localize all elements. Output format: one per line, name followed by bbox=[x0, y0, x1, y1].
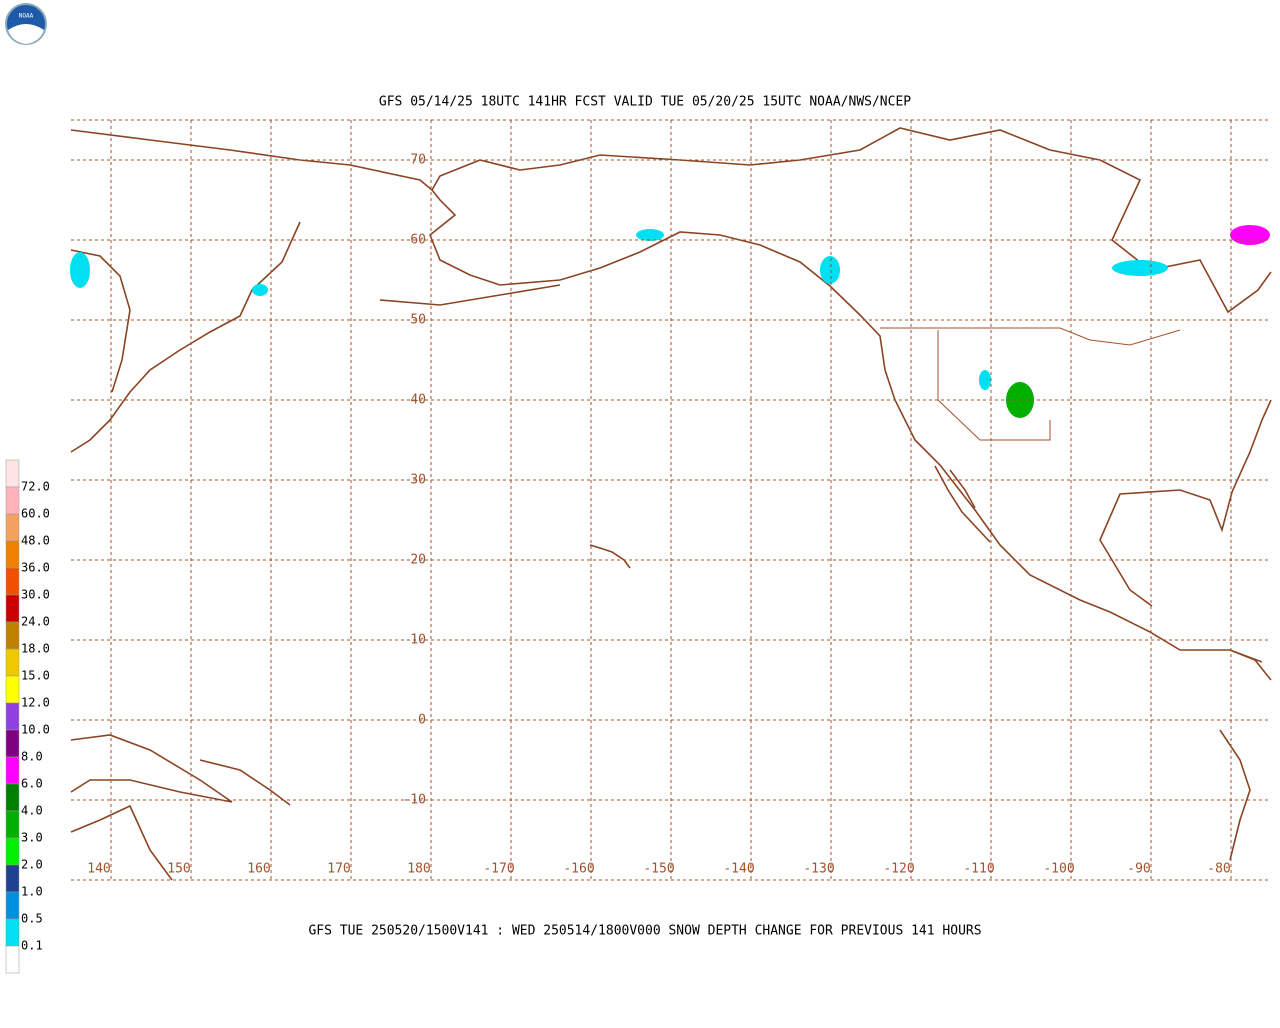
coastlines bbox=[70, 127, 1272, 881]
legend-label: 12.0 bbox=[21, 696, 50, 710]
lat-label: 60 bbox=[410, 233, 426, 248]
legend-label: 0.1 bbox=[21, 939, 43, 953]
legend-swatch bbox=[5, 783, 20, 812]
caption: GFS TUE 250520/1500V141 : WED 250514/180… bbox=[308, 924, 981, 939]
snow-area bbox=[636, 229, 664, 241]
legend-label: 15.0 bbox=[21, 669, 50, 683]
legend-label: 10.0 bbox=[21, 723, 50, 737]
legend-label: 4.0 bbox=[21, 804, 43, 818]
lon-label: 160 bbox=[247, 862, 270, 877]
lon-label: 170 bbox=[327, 862, 350, 877]
legend-label: 18.0 bbox=[21, 642, 50, 656]
legend-swatch bbox=[5, 540, 20, 569]
legend-label: 30.0 bbox=[21, 588, 50, 602]
snow-area bbox=[979, 370, 991, 390]
lat-label: 50 bbox=[410, 313, 426, 328]
lat-label: 0 bbox=[418, 713, 426, 728]
south-america bbox=[1219, 649, 1272, 861]
legend-swatch bbox=[5, 459, 20, 488]
logo-wave bbox=[8, 24, 44, 44]
legend-swatch bbox=[5, 837, 20, 866]
legend-swatch bbox=[5, 864, 20, 893]
snow-area bbox=[1112, 260, 1168, 276]
legend-label: 6.0 bbox=[21, 777, 43, 791]
lon-label: 150 bbox=[167, 862, 190, 877]
lat-label: 20 bbox=[410, 553, 426, 568]
australia bbox=[70, 804, 173, 881]
legend-label: 48.0 bbox=[21, 534, 50, 548]
logo-text: NOAA bbox=[19, 13, 34, 20]
lon-label: -90 bbox=[1127, 862, 1150, 877]
hawaii bbox=[589, 544, 631, 569]
legend-swatch bbox=[5, 756, 20, 785]
legend-label: 24.0 bbox=[21, 615, 50, 629]
lon-label: 140 bbox=[87, 862, 110, 877]
legend-swatch bbox=[5, 621, 20, 650]
legend-swatch bbox=[5, 729, 20, 758]
lat-label: 10 bbox=[410, 633, 426, 648]
legend-swatch bbox=[5, 810, 20, 839]
snow-areas bbox=[70, 225, 1270, 418]
baja bbox=[934, 465, 991, 543]
title: GFS 05/14/25 18UTC 141HR FCST VALID TUE … bbox=[379, 95, 911, 110]
legend-swatch bbox=[5, 648, 20, 677]
legend-swatch bbox=[5, 702, 20, 731]
snow-area bbox=[70, 252, 90, 288]
north-america bbox=[429, 127, 1272, 663]
lon-label: -80 bbox=[1207, 862, 1230, 877]
legend-swatch bbox=[5, 675, 20, 704]
legend-label: 72.0 bbox=[21, 480, 50, 494]
legend-swatch bbox=[5, 567, 20, 596]
lon-label: -120 bbox=[883, 862, 914, 877]
legend-label: 2.0 bbox=[21, 858, 43, 872]
snow-area bbox=[252, 284, 268, 296]
snow-area bbox=[1230, 225, 1270, 245]
legend-label: 60.0 bbox=[21, 507, 50, 521]
lon-label: -110 bbox=[963, 862, 994, 877]
legend-swatch bbox=[5, 513, 20, 542]
lon-label: -150 bbox=[643, 862, 674, 877]
lon-label: -160 bbox=[563, 862, 594, 877]
lon-label: -140 bbox=[723, 862, 754, 877]
lon-label: -130 bbox=[803, 862, 834, 877]
legend-label: 0.5 bbox=[21, 912, 43, 926]
legend-swatch bbox=[5, 486, 20, 515]
legend-label: 3.0 bbox=[21, 831, 43, 845]
legend-swatch bbox=[5, 918, 20, 947]
aleutians bbox=[379, 284, 561, 306]
legend-label: 1.0 bbox=[21, 885, 43, 899]
legend-swatch bbox=[5, 891, 20, 920]
legend-label: 36.0 bbox=[21, 561, 50, 575]
lon-label: -100 bbox=[1043, 862, 1074, 877]
lat-label: 40 bbox=[410, 393, 426, 408]
us-canada-border bbox=[880, 327, 1181, 441]
legend-label: 8.0 bbox=[21, 750, 43, 764]
legend-swatch bbox=[5, 945, 20, 974]
lon-label: -170 bbox=[483, 862, 514, 877]
legend-swatch bbox=[5, 594, 20, 623]
lon-label: 180 bbox=[407, 862, 430, 877]
new-guinea bbox=[70, 734, 291, 806]
lat-label: -10 bbox=[403, 793, 426, 808]
noaa-logo: NOAA bbox=[5, 3, 47, 45]
snow-area bbox=[820, 256, 840, 284]
lat-label: 70 bbox=[410, 153, 426, 168]
asia bbox=[70, 129, 433, 453]
lat-label: 30 bbox=[410, 473, 426, 488]
